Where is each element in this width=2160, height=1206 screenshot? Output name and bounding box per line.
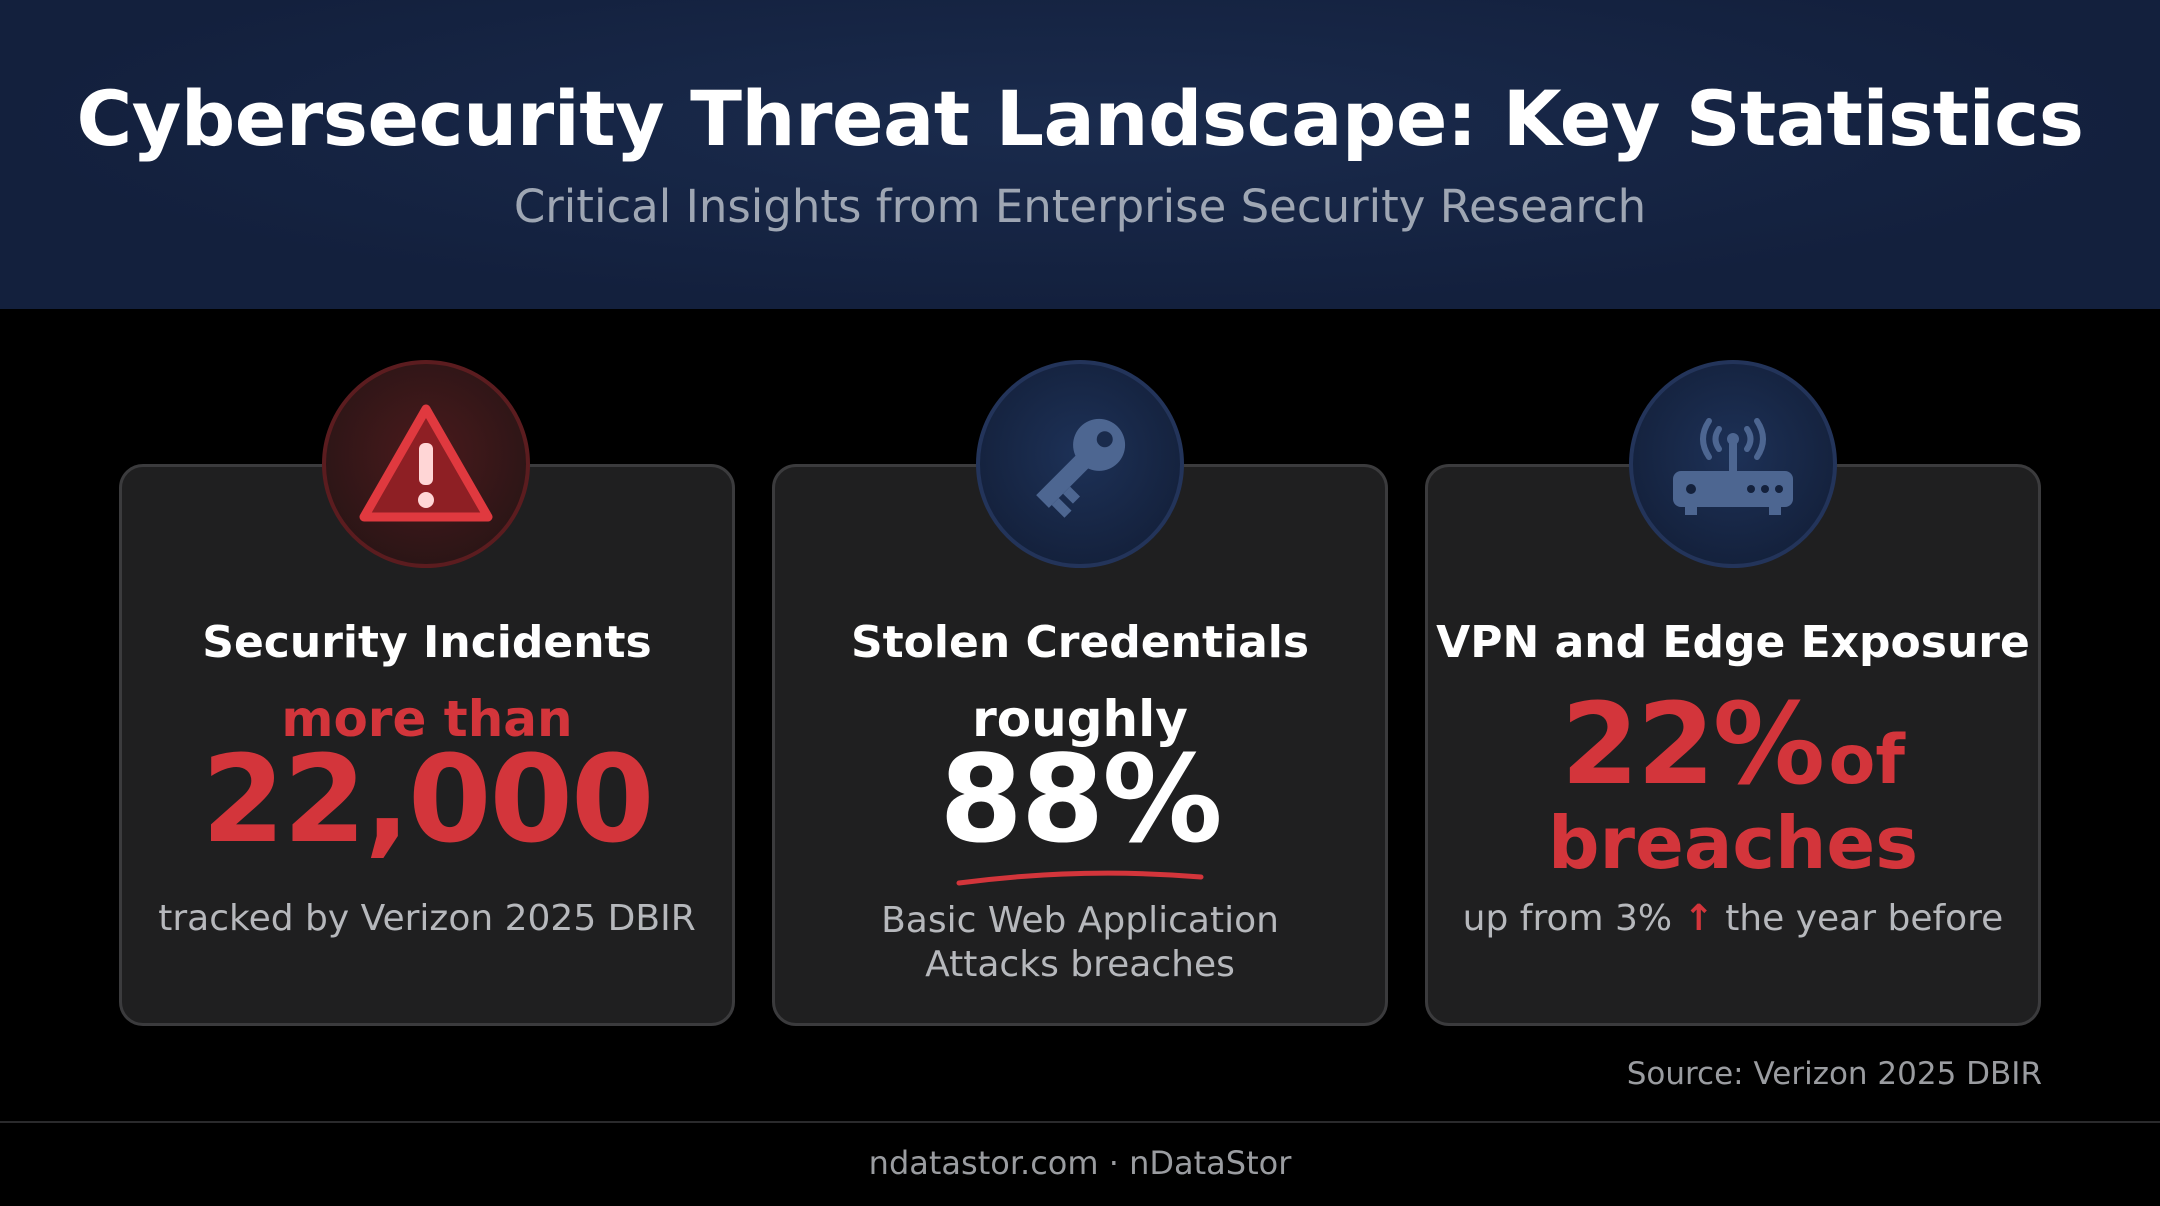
source-note: Source: Verizon 2025 DBIR — [1626, 1056, 2042, 1092]
stat-description-after: the year before — [1725, 898, 2004, 939]
footer-text: ndatastor.com · nDataStor — [868, 1144, 1292, 1182]
underline-accent — [956, 870, 1204, 886]
stat-value: 88% — [939, 731, 1222, 870]
key-badge — [976, 360, 1184, 568]
stat-value: 22% — [1561, 680, 1825, 810]
card-title: Security Incidents — [202, 617, 652, 668]
key-icon — [1036, 418, 1126, 518]
router-badge — [1629, 360, 1837, 568]
card-title: VPN and Edge Exposure — [1436, 617, 2030, 668]
arrow-up-icon: ↑ — [1683, 898, 1714, 939]
warning-badge — [322, 360, 530, 568]
stat-qualifier: roughly — [972, 690, 1188, 748]
card-title: Stolen Credentials — [850, 617, 1310, 668]
stat-value: 22,000 — [201, 731, 654, 870]
stat-description: up from 3% ↑ the year before — [1448, 897, 2018, 941]
stat-qualifier: more than — [281, 690, 573, 748]
stat-description-line2: Attacks breaches — [925, 944, 1235, 985]
header-banner: Cybersecurity Threat Landscape: Key Stat… — [0, 0, 2160, 309]
stat-description-line1: Basic Web Application — [881, 900, 1279, 941]
page-title: Cybersecurity Threat Landscape: Key Stat… — [76, 74, 2084, 163]
page-subtitle: Critical Insights from Enterprise Securi… — [513, 180, 1647, 233]
stat-value-line2: breaches — [1547, 801, 1919, 885]
footer-divider — [0, 1121, 2160, 1123]
warning-triangle-icon — [359, 404, 493, 522]
stat-description: Basic Web Application Attacks breaches — [795, 899, 1365, 987]
stat-value-block: 22% of breaches — [1428, 689, 2038, 879]
stat-description: tracked by Verizon 2025 DBIR — [158, 898, 696, 939]
stat-value-suffix: of — [1828, 721, 1905, 800]
stat-description-before: up from 3% — [1462, 898, 1673, 939]
router-icon — [1673, 418, 1793, 515]
